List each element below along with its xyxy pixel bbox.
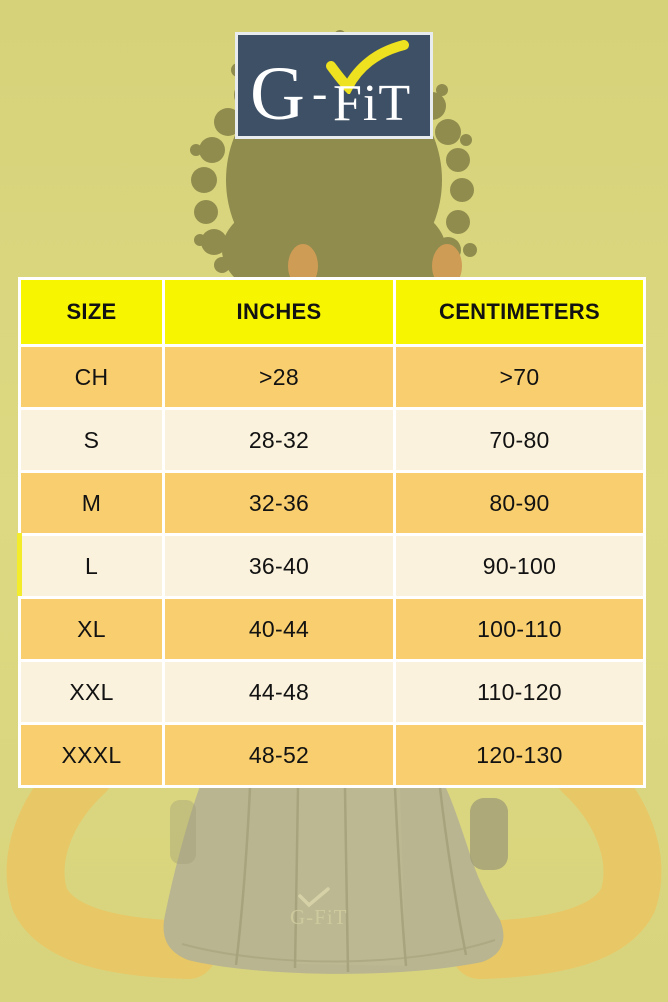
- brace-seams: [181, 787, 496, 973]
- check-icon: [326, 40, 409, 94]
- table-cell: 48-52: [165, 725, 393, 785]
- arms: [6, 743, 662, 979]
- table-cell: L: [21, 536, 162, 596]
- table-cell: 70-80: [396, 410, 643, 470]
- table-cell: 32-36: [165, 473, 393, 533]
- table-cell: 40-44: [165, 599, 393, 659]
- table-cell: M: [21, 473, 162, 533]
- column-header-centimeters: CENTIMETERS: [396, 280, 643, 344]
- logo-letter-g: G: [250, 52, 305, 136]
- brand-logo: G - FiT: [235, 32, 433, 139]
- highlight-stripe: [17, 533, 22, 596]
- brace-logo-text: G-FiT: [290, 905, 348, 929]
- left-arm: [6, 743, 217, 979]
- size-table: SIZE INCHES CENTIMETERS CH >28 >70 S 28-…: [18, 277, 646, 788]
- table-cell: >28: [165, 347, 393, 407]
- table-cell: 100-110: [396, 599, 643, 659]
- table-cell: CH: [21, 347, 162, 407]
- table-cell: 28-32: [165, 410, 393, 470]
- table-cell: S: [21, 410, 162, 470]
- column-header-size: SIZE: [21, 280, 162, 344]
- right-arm: [451, 743, 662, 979]
- brace-side-panel-left: [170, 800, 196, 864]
- table-cell: XL: [21, 599, 162, 659]
- table-cell: 120-130: [396, 725, 643, 785]
- table-cell: 44-48: [165, 662, 393, 722]
- table-cell: 36-40: [165, 536, 393, 596]
- table-cell: 110-120: [396, 662, 643, 722]
- brace-side-panel: [470, 798, 508, 870]
- table-cell: XXL: [21, 662, 162, 722]
- logo-hyphen: -: [312, 67, 328, 118]
- check-icon: [298, 887, 330, 908]
- table-cell: XXXL: [21, 725, 162, 785]
- table-cell: 90-100: [396, 536, 643, 596]
- logo-wordmark-fit: FiT: [333, 75, 412, 132]
- table-cell: >70: [396, 347, 643, 407]
- column-header-inches: INCHES: [165, 280, 393, 344]
- posture-brace: G-FiT: [163, 786, 508, 974]
- brace-center-panel: [296, 786, 406, 966]
- table-cell: 80-90: [396, 473, 643, 533]
